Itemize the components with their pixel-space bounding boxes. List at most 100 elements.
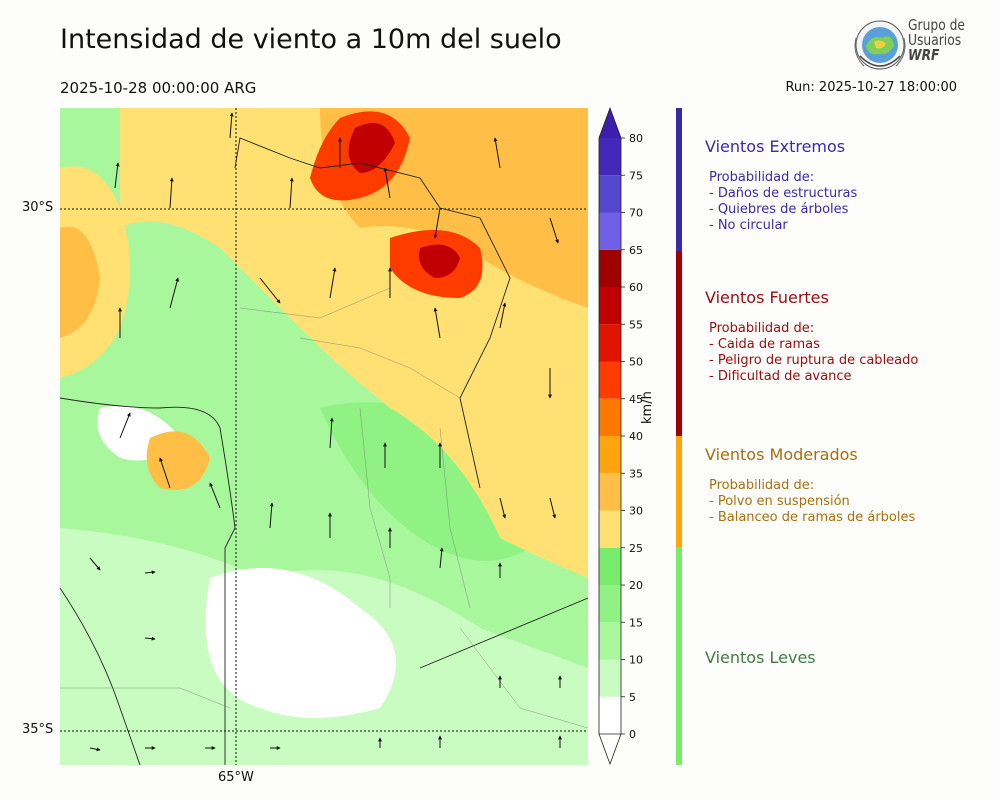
category-title: Vientos Extremos bbox=[705, 137, 846, 156]
category-bar bbox=[676, 108, 682, 765]
colorbar-tick-label: 0 bbox=[629, 728, 636, 741]
wind-arrow bbox=[329, 267, 337, 299]
category-intro: Probabilidad de: bbox=[709, 478, 815, 493]
wind-arrow bbox=[159, 457, 171, 489]
colorbar-segment bbox=[599, 436, 621, 474]
province-borders bbox=[60, 137, 588, 765]
category-desc: Probabilidad de: - Caida de ramas - Peli… bbox=[705, 321, 918, 385]
logo-line-1: Grupo de bbox=[908, 16, 966, 34]
category-title: Vientos Leves bbox=[705, 648, 816, 667]
colorbar-segment bbox=[599, 510, 621, 548]
colorbar-segment bbox=[599, 175, 621, 213]
wind-arrow bbox=[169, 277, 180, 309]
wind-arrow bbox=[549, 497, 557, 519]
category-moderate: Vientos Moderados Probabilidad de: - Pol… bbox=[705, 447, 915, 526]
wind-map bbox=[60, 108, 588, 765]
wind-arrow bbox=[144, 570, 156, 575]
category-item: - Dificultad de avance bbox=[709, 369, 852, 384]
category-strong: Vientos Fuertes Probabilidad de: - Caida… bbox=[705, 290, 918, 385]
category-item: - Polvo en suspensión bbox=[709, 494, 850, 509]
category-title: Vientos Moderados bbox=[705, 445, 858, 464]
colorbar-tick-label: 20 bbox=[629, 579, 643, 592]
wind-arrow bbox=[114, 162, 120, 189]
category-extreme: Vientos Extremos Probabilidad de: - Daño… bbox=[705, 139, 857, 234]
colorbar-segment bbox=[599, 622, 621, 660]
category-bar-extreme bbox=[676, 108, 682, 251]
lat-label-30s: 30°S bbox=[22, 200, 54, 215]
wind-arrow bbox=[209, 482, 221, 509]
wind-arrow bbox=[259, 277, 281, 304]
valid-time: 2025-10-28 00:00:00 ARG bbox=[60, 79, 257, 97]
category-intro: Probabilidad de: bbox=[709, 170, 815, 185]
colorbar-tick-label: 15 bbox=[629, 616, 643, 629]
lon-label-65w: 65°W bbox=[218, 770, 254, 785]
category-item: - No circular bbox=[709, 218, 788, 233]
colorbar-segment bbox=[599, 585, 621, 623]
colorbar-tick-label: 75 bbox=[629, 169, 643, 182]
department-borders bbox=[60, 287, 588, 729]
wind-arrow bbox=[119, 412, 131, 439]
category-item: - Daños de estructuras bbox=[709, 186, 858, 201]
strong-wind-west bbox=[60, 226, 100, 338]
colorbar-tick-label: 10 bbox=[629, 654, 643, 667]
colorbar-tick-label: 80 bbox=[629, 132, 643, 145]
category-desc: Probabilidad de: - Polvo en suspensión -… bbox=[705, 478, 915, 526]
colorbar-tick-label: 30 bbox=[629, 505, 643, 518]
colorbar: 0 5 10 15 20 25 30 35 40 45 50 55 60 65 70 75 80 bbox=[598, 106, 643, 766]
colorbar-ticks: 0 5 10 15 20 25 30 35 40 45 50 55 60 65 70 75 80 bbox=[621, 132, 643, 741]
colorbar-segment bbox=[599, 249, 621, 287]
extreme-core-north-inner bbox=[348, 123, 395, 173]
category-desc: Probabilidad de: - Daños de estructuras … bbox=[705, 170, 857, 234]
category-bar-moderate bbox=[676, 436, 682, 547]
wind-arrow bbox=[493, 137, 501, 169]
colorbar-outline bbox=[598, 106, 622, 734]
strong-wind-spot bbox=[146, 431, 210, 490]
category-item: - Caida de ramas bbox=[709, 337, 820, 352]
logo-text: Grupo de Usuarios WRF bbox=[908, 18, 965, 63]
logo-line-2: Usuarios bbox=[908, 31, 962, 49]
colorbar-tick-label: 35 bbox=[629, 467, 643, 480]
wind-arrow bbox=[89, 557, 101, 571]
colorbar-extend-min bbox=[598, 733, 622, 766]
category-title: Vientos Fuertes bbox=[705, 288, 829, 307]
wind-arrow bbox=[329, 417, 334, 449]
logo-line-3: WRF bbox=[908, 46, 940, 64]
colorbar-tick-label: 25 bbox=[629, 542, 643, 555]
colorbar-segment bbox=[599, 324, 621, 362]
colorbar-tick-label: 40 bbox=[629, 430, 643, 443]
colorbar-tick-label: 5 bbox=[629, 691, 636, 704]
calm-zone-south bbox=[205, 568, 396, 718]
wind-arrow bbox=[289, 177, 294, 209]
wind-arrow bbox=[433, 207, 441, 239]
wind-arrow bbox=[169, 177, 174, 209]
lat-label-35s: 35°S bbox=[22, 722, 54, 737]
wind-arrow bbox=[549, 217, 559, 244]
category-bar-light bbox=[676, 547, 682, 765]
colorbar-tick-label: 45 bbox=[629, 393, 643, 406]
colorbar-segment bbox=[599, 287, 621, 325]
extreme-core-east-inner bbox=[419, 244, 460, 278]
wind-arrow bbox=[499, 302, 507, 329]
colorbar-segment bbox=[599, 659, 621, 697]
wrf-logo bbox=[854, 20, 906, 70]
wind-arrow bbox=[144, 636, 156, 641]
category-intro: Probabilidad de: bbox=[709, 321, 815, 336]
wind-arrow bbox=[89, 747, 101, 752]
colorbar-segment bbox=[599, 696, 621, 734]
wind-arrow bbox=[499, 497, 507, 519]
category-item: - Quiebres de árboles bbox=[709, 202, 849, 217]
colorbar-unit-label: km/h bbox=[640, 391, 655, 424]
map-title: Intensidad de viento a 10m del suelo bbox=[60, 24, 562, 55]
colorbar-tick-label: 65 bbox=[629, 244, 643, 257]
colorbar-tick-label: 55 bbox=[629, 318, 643, 331]
category-bar-strong bbox=[676, 251, 682, 436]
colorbar-tick-label: 60 bbox=[629, 281, 643, 294]
wind-arrow bbox=[229, 112, 234, 139]
colorbar-segment bbox=[599, 473, 621, 511]
category-item: - Peligro de ruptura de cableado bbox=[709, 353, 919, 368]
colorbar-segment bbox=[599, 212, 621, 250]
wind-arrow bbox=[439, 547, 444, 569]
colorbar-segment bbox=[599, 398, 621, 436]
colorbar-segment bbox=[599, 547, 621, 585]
wind-arrow bbox=[383, 167, 391, 199]
